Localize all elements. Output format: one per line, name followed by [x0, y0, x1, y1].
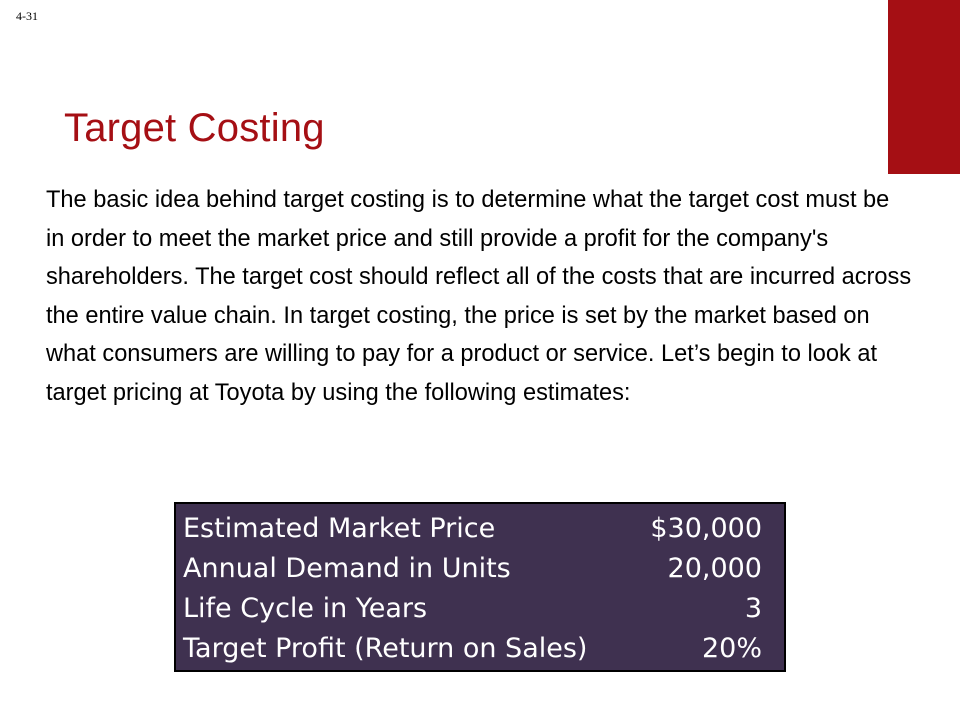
- estimates-label: Annual Demand in Units: [183, 552, 511, 584]
- slide-title: Target Costing: [64, 106, 325, 150]
- estimates-value: 3: [744, 592, 762, 624]
- estimates-row-market-price: Estimated Market Price $30,000: [176, 508, 784, 548]
- estimates-label: Estimated Market Price: [183, 512, 496, 544]
- estimates-row-life-cycle: Life Cycle in Years 3: [176, 588, 784, 628]
- accent-bar: [888, 0, 960, 174]
- body-paragraph: The basic idea behind target costing is …: [46, 187, 912, 406]
- page-number: 4-31: [16, 9, 38, 23]
- estimates-label: Life Cycle in Years: [183, 592, 428, 624]
- estimates-value: $30,000: [650, 512, 762, 544]
- estimates-label: Target Profit (Return on Sales): [183, 632, 588, 664]
- estimates-value: 20%: [701, 632, 762, 664]
- estimates-row-annual-demand: Annual Demand in Units 20,000: [176, 548, 784, 588]
- estimates-row-target-profit: Target Profit (Return on Sales) 20%: [176, 628, 784, 668]
- estimates-value: 20,000: [667, 552, 762, 584]
- estimates-table: Estimated Market Price $30,000 Annual De…: [174, 502, 786, 672]
